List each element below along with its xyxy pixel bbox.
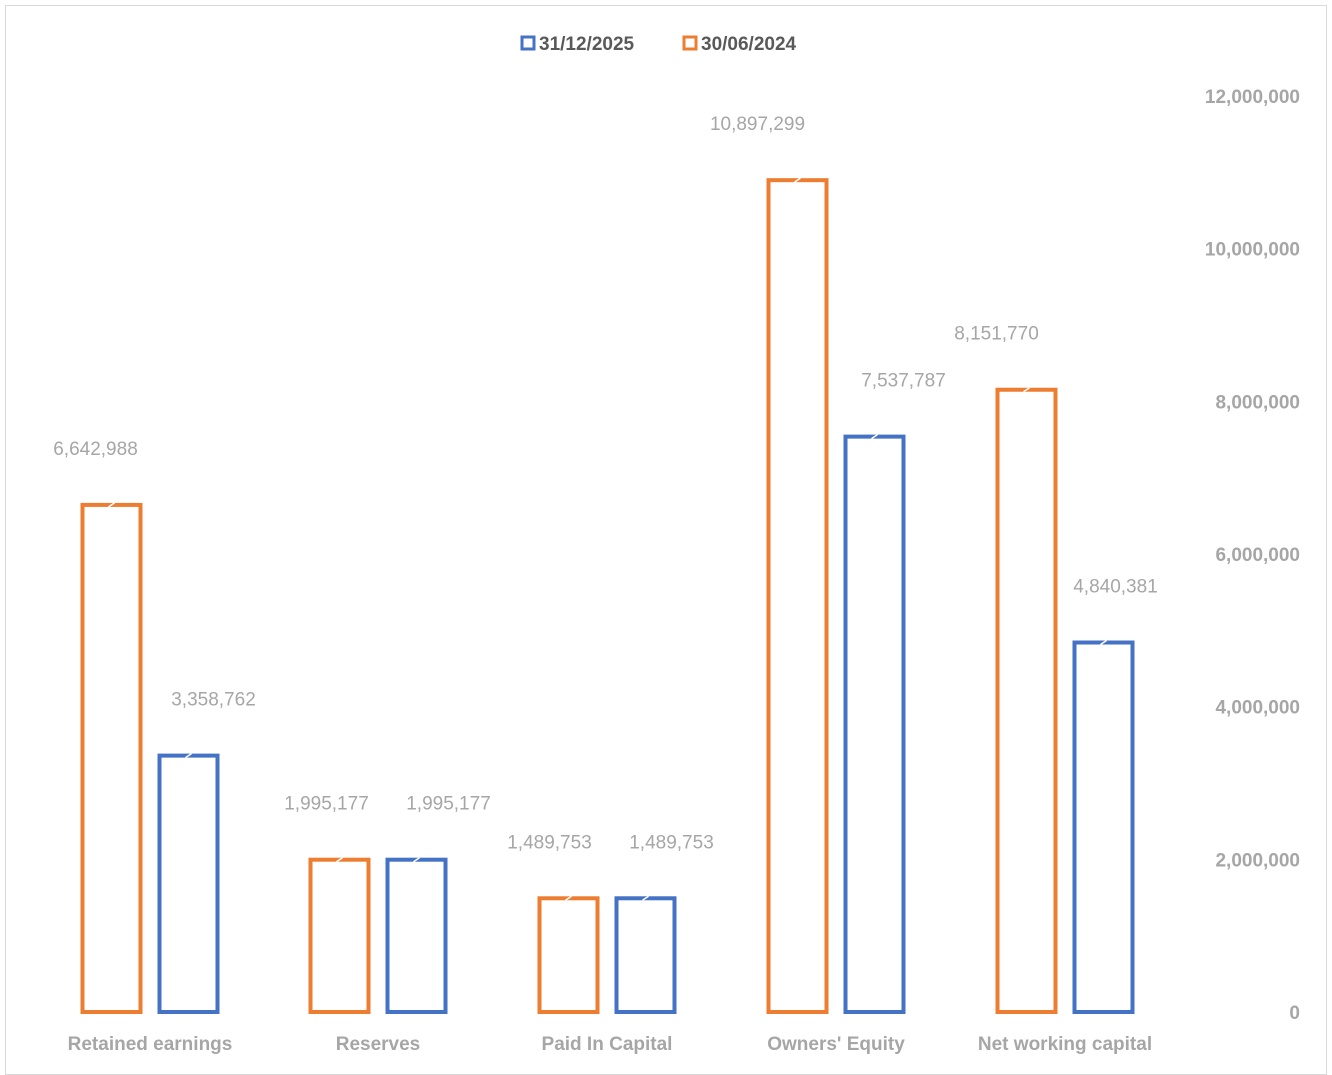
x-tick-label: Paid In Capital: [542, 1034, 673, 1055]
bar-top-marker: [336, 857, 343, 863]
data-label: 4,840,381: [1073, 577, 1158, 598]
legend-swatch-31-12-2025: [520, 35, 536, 51]
bar-31-12-2025-paid-in-capital: [614, 896, 677, 1014]
data-label: 1,489,753: [629, 832, 714, 853]
bar-top-marker: [108, 502, 115, 508]
y-tick-label: 4,000,000: [1215, 698, 1300, 719]
bar-top-marker: [871, 433, 878, 440]
bar-30-06-2024-retained-earnings: [80, 502, 143, 1014]
bar-31-12-2025-net-working-capital: [1072, 640, 1135, 1014]
bar-top-marker: [642, 895, 649, 901]
data-label: 8,151,770: [954, 324, 1039, 345]
bar-30-06-2024-net-working-capital: [995, 387, 1058, 1014]
y-tick-label: 10,000,000: [1205, 240, 1300, 261]
y-tick-label: 8,000,000: [1215, 392, 1300, 413]
bar-31-12-2025-reserves: [385, 857, 448, 1014]
bar-top-marker: [565, 895, 572, 901]
bar-top-marker: [185, 752, 192, 759]
legend-label: 30/06/2024: [701, 34, 797, 55]
legend-label: 31/12/2025: [539, 34, 635, 55]
legend-swatch-30-06-2024: [682, 35, 698, 51]
y-tick-label: 0: [1289, 1003, 1300, 1024]
data-label: 3,358,762: [171, 690, 256, 711]
bar-30-06-2024-paid-in-capital: [537, 896, 600, 1014]
bar-top-marker: [413, 857, 420, 863]
bar-31-12-2025-owners-equity: [843, 434, 906, 1014]
x-tick-label: Net working capital: [978, 1034, 1152, 1055]
y-tick-label: 6,000,000: [1215, 545, 1300, 566]
bar-top-marker: [1100, 639, 1107, 646]
y-tick-label: 2,000,000: [1215, 850, 1300, 871]
data-label: 1,995,177: [406, 794, 491, 815]
x-tick-label: Reserves: [336, 1034, 421, 1055]
bar-30-06-2024-owners-equity: [766, 178, 829, 1014]
data-label: 7,537,787: [861, 371, 946, 392]
bar-top-marker: [794, 177, 801, 183]
y-tick-label: 12,000,000: [1205, 87, 1300, 108]
bar-31-12-2025-retained-earnings: [157, 753, 220, 1014]
data-label: 6,642,988: [53, 439, 138, 460]
data-label: 10,897,299: [710, 114, 805, 135]
data-label: 1,489,753: [507, 832, 592, 853]
x-tick-label: Retained earnings: [68, 1034, 233, 1055]
data-label: 1,995,177: [284, 794, 369, 815]
x-tick-label: Owners' Equity: [767, 1034, 905, 1055]
bar-30-06-2024-reserves: [308, 857, 371, 1014]
bar-top-marker: [1023, 387, 1030, 393]
